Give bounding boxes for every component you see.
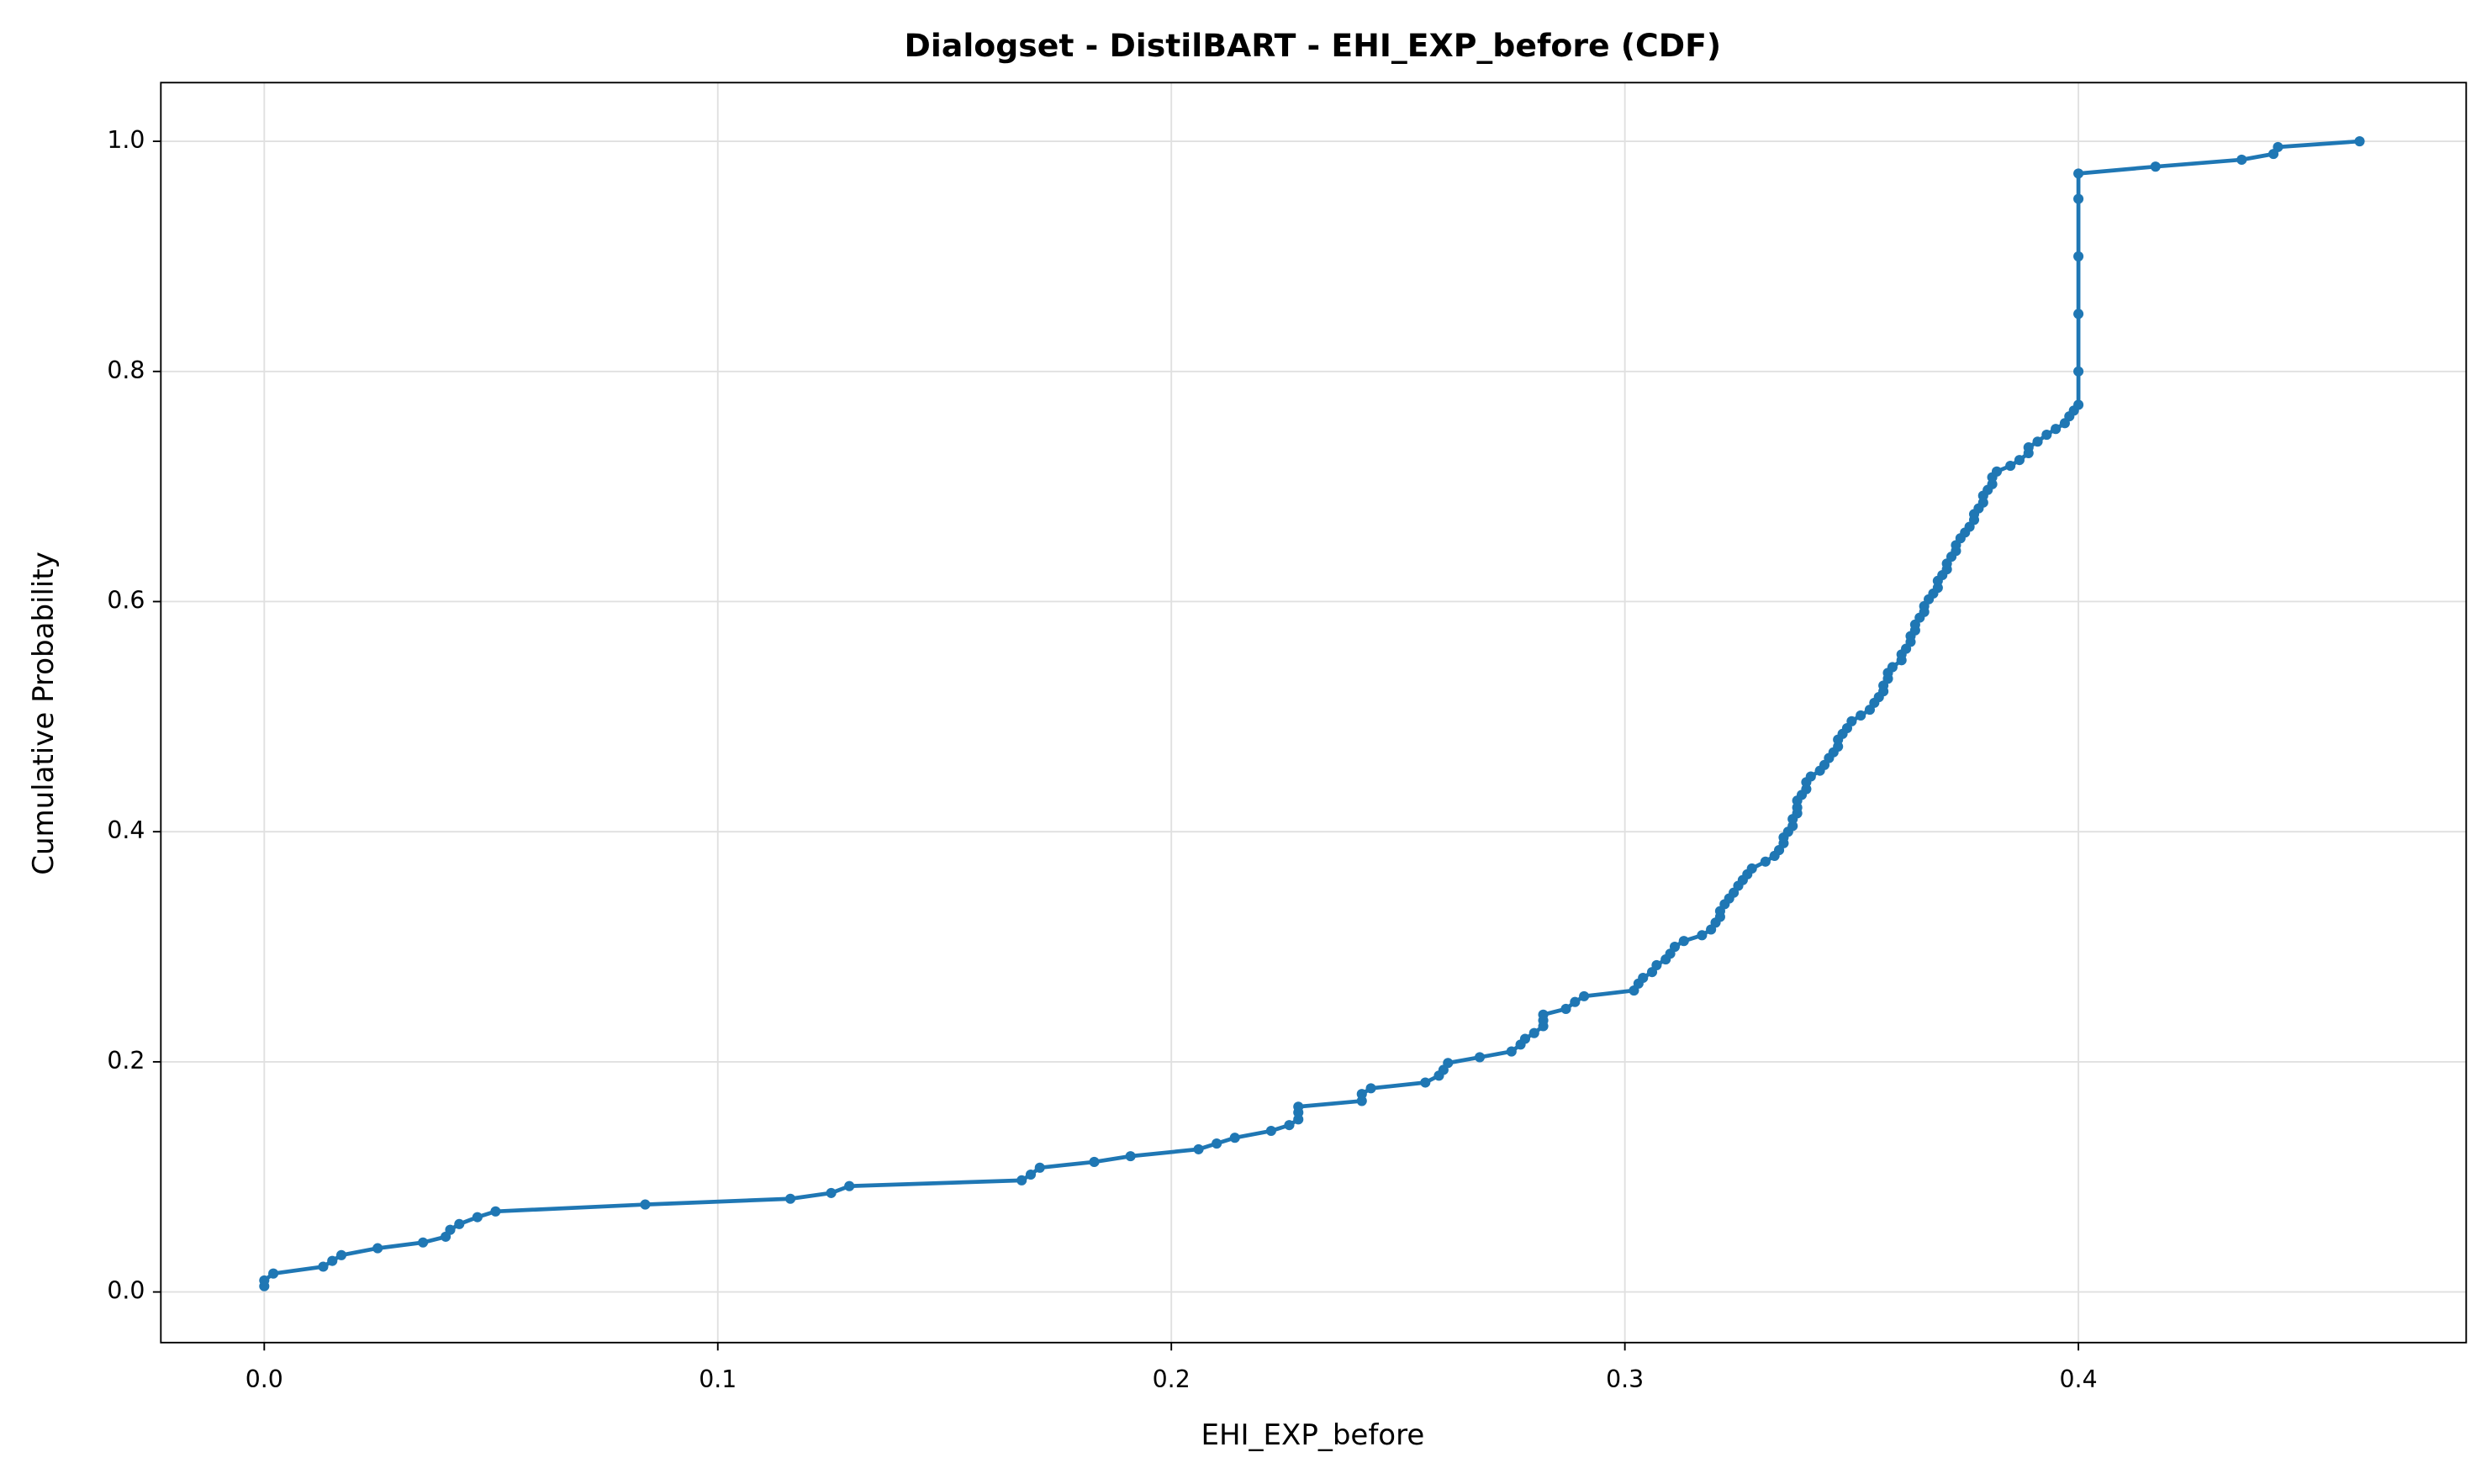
point	[318, 1261, 329, 1272]
point	[1805, 771, 1816, 782]
point	[1697, 930, 1708, 941]
point	[1846, 716, 1857, 726]
point	[2354, 136, 2365, 147]
point	[1025, 1169, 1037, 1180]
point	[1746, 863, 1757, 874]
x-tick-label: 0.1	[699, 1365, 737, 1393]
x-tick-label: 0.3	[1606, 1365, 1644, 1393]
point	[372, 1243, 383, 1254]
point	[259, 1275, 270, 1286]
x-tick-label: 0.2	[1153, 1365, 1191, 1393]
point	[1284, 1120, 1295, 1131]
point	[1474, 1052, 1486, 1063]
point	[2236, 154, 2247, 166]
point	[785, 1193, 796, 1204]
point	[268, 1268, 279, 1279]
chart-title: Dialogset - DistilBART - EHI_EXP_before …	[905, 27, 1722, 64]
point	[1651, 959, 1662, 970]
point	[1538, 1009, 1549, 1020]
point	[418, 1237, 429, 1248]
point	[1193, 1143, 1204, 1154]
axes-frame	[160, 82, 2468, 1344]
point	[2041, 429, 2052, 441]
point	[2005, 460, 2016, 472]
point	[1528, 1027, 1539, 1038]
point	[1570, 996, 1581, 1007]
x-tick-label: 0.4	[2060, 1365, 2098, 1393]
y-tick-label: 0.0	[107, 1277, 145, 1305]
point	[2014, 455, 2025, 466]
point	[2150, 161, 2161, 172]
point	[335, 1249, 347, 1260]
point	[1265, 1125, 1276, 1137]
point	[1125, 1151, 1136, 1162]
point	[1293, 1101, 1304, 1112]
point	[1212, 1138, 1222, 1149]
point	[1089, 1156, 1100, 1168]
point	[327, 1255, 338, 1266]
point	[2051, 424, 2062, 435]
point	[1229, 1133, 1240, 1143]
point	[844, 1180, 855, 1191]
y-tick-label: 0.8	[107, 356, 145, 384]
y-tick-label: 0.4	[107, 816, 145, 844]
plot-area	[259, 136, 2365, 1291]
point	[1443, 1058, 1454, 1069]
point	[1560, 1003, 1571, 1014]
point	[2032, 436, 2043, 447]
point	[2073, 366, 2084, 377]
x-axis-label: EHI_EXP_before	[1201, 1418, 1424, 1452]
point	[640, 1199, 651, 1210]
point	[1016, 1175, 1027, 1186]
point	[490, 1206, 501, 1217]
y-tick-label: 1.0	[107, 126, 145, 154]
x-tick-label: 0.0	[246, 1365, 283, 1393]
point	[2073, 168, 2084, 179]
point	[2073, 399, 2084, 410]
y-tick-label: 0.6	[107, 586, 145, 614]
point	[1579, 990, 1590, 1001]
point	[2073, 193, 2084, 204]
y-axis-label: Cumulative Probability	[27, 552, 61, 875]
y-tick-label: 0.2	[107, 1047, 145, 1075]
point	[454, 1218, 465, 1229]
point	[1856, 710, 1866, 721]
point	[2273, 141, 2283, 152]
point	[1991, 466, 2003, 477]
point	[1760, 856, 1771, 867]
point	[1678, 936, 1689, 947]
point	[472, 1212, 483, 1223]
point	[1669, 941, 1681, 953]
point	[1356, 1089, 1367, 1100]
point	[1365, 1083, 1376, 1094]
point	[1506, 1046, 1517, 1057]
point	[1034, 1162, 1045, 1173]
point	[2023, 442, 2034, 453]
point	[1638, 972, 1649, 984]
point	[1420, 1077, 1431, 1088]
point	[445, 1224, 456, 1235]
point	[2073, 309, 2084, 320]
point	[1519, 1033, 1531, 1044]
point	[826, 1187, 837, 1198]
point	[1887, 662, 1898, 673]
point	[2073, 251, 2084, 261]
